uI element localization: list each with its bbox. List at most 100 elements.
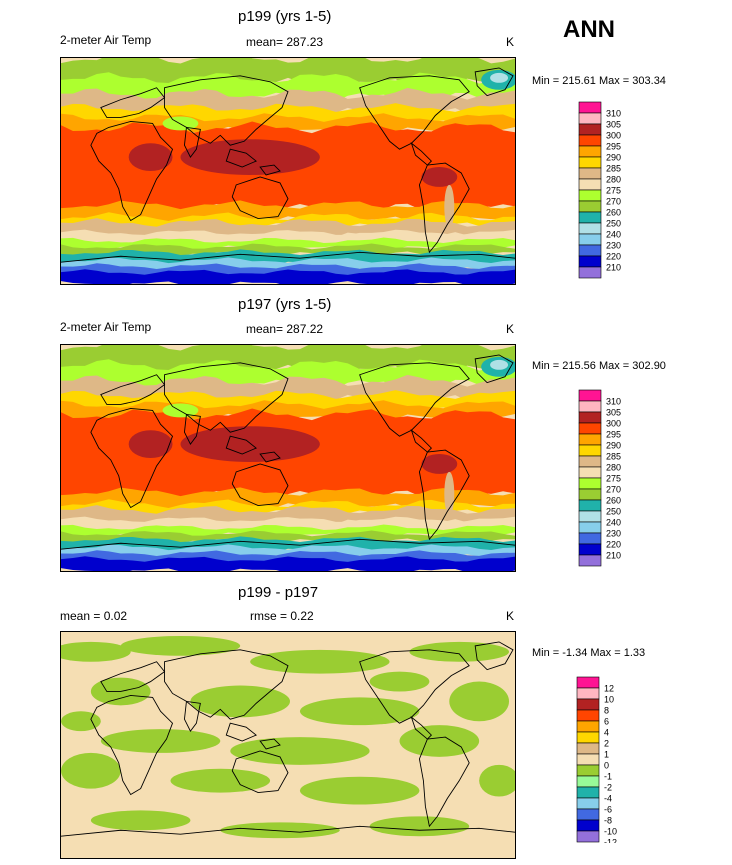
panel3-colorbar-swatch (576, 753, 600, 766)
panel1-colorbar-swatch (578, 134, 602, 147)
panel3-colorbar-swatch (576, 786, 600, 799)
panel1-colorbar: 310 305 300 295 290 285 280 275 270 260 250 240 230 2… (578, 101, 638, 279)
panel3-field-patch-neg1 (449, 681, 510, 722)
panel2-colorbar-swatch (578, 532, 602, 545)
panel2-colorbar-swatch (578, 455, 602, 468)
coastline (90, 694, 174, 796)
panel2-colorbar-label: 310 (606, 397, 621, 407)
panel2-colorbar-swatch (578, 422, 602, 435)
panel1-colorbar-label: 280 (606, 175, 621, 185)
panel3-field-patch-neg1 (299, 776, 420, 805)
panel1-colorbar-swatch (578, 222, 602, 235)
panel3-colorbar-label: -12 (604, 838, 617, 844)
coastline (359, 649, 470, 724)
panel2-colorbar-swatch (578, 521, 602, 534)
panel3-field-patch-neg1 (399, 725, 480, 757)
coastline (183, 126, 201, 158)
panel1-colorbar-label: 305 (606, 120, 621, 130)
panel3-field-patch-neg1 (250, 649, 390, 674)
panel1-colorbar-swatch (578, 266, 602, 279)
panel3-field-patch-neg1 (369, 816, 470, 837)
panel1-colorbar-label: 290 (606, 153, 621, 163)
panel2-field-greenland-core (490, 359, 509, 370)
panel2-colorbar-swatch (578, 433, 602, 446)
panel1-colorbar-swatch (578, 200, 602, 213)
panel1-colorbar-label: 310 (606, 109, 621, 119)
panel2-field-tibet (162, 403, 199, 418)
coastline (225, 722, 258, 742)
panel3-colorbar-swatch (576, 687, 600, 700)
panel2-colorbar-swatch (578, 477, 602, 490)
coastline (231, 176, 289, 220)
panel2-colorbar-swatch (578, 389, 602, 402)
panel1-colorbar-swatch (578, 244, 602, 257)
coastline (474, 67, 514, 97)
panel3-field-patch-neg1 (230, 737, 370, 765)
panel1-field-warm-africa (128, 143, 173, 171)
panel3-field-patch-neg1 (190, 685, 290, 718)
panel1-colorbar-label: 300 (606, 131, 621, 141)
panel1-units: K (506, 35, 515, 49)
coastline (410, 715, 433, 740)
panel1-colorbar-label: 260 (606, 208, 621, 218)
coastline (231, 463, 289, 507)
panel2-title: p197 (yrs 1-5) (238, 296, 332, 313)
coastline (359, 75, 470, 150)
coastline (410, 428, 433, 453)
panel3-colorbar-swatch (576, 698, 600, 711)
panel1-field-tibet (162, 116, 199, 131)
panel3-field-patch-neg1 (61, 752, 121, 789)
panel3-colorbar-swatch (576, 797, 600, 810)
panel1-colorbar-label: 210 (606, 263, 621, 273)
panel3-colorbar-label: -2 (604, 783, 612, 793)
coastline (164, 75, 289, 146)
panel2-colorbar-label: 240 (606, 518, 621, 528)
panel3-colorbar-label: 4 (604, 728, 609, 738)
panel3-field-patch-neg1 (120, 635, 241, 656)
panel3-colorbar-swatch (576, 819, 600, 832)
panel2-colorbar-swatch (578, 411, 602, 424)
panel1-field-warm-pool (180, 139, 320, 175)
panel2-colorbar-label: 230 (606, 529, 621, 539)
panel3-colorbar-label: -1 (604, 772, 612, 782)
panel3-field-patch-neg1 (299, 697, 420, 726)
panel1-colorbar-label: 240 (606, 230, 621, 240)
panel3-mean: mean = 0.02 (60, 609, 128, 623)
panel1-colorbar-swatch (578, 123, 602, 136)
panel2-colorbar-label: 220 (606, 540, 621, 550)
panel3-colorbar-label: -6 (604, 805, 612, 815)
panel1-minmax: Min = 215.61 Max = 303.34 (532, 75, 666, 87)
coastline (164, 649, 289, 720)
panel2-colorbar-swatch (578, 554, 602, 567)
panel3-colorbar-swatch (576, 742, 600, 755)
coastline (474, 354, 514, 384)
coastline (418, 162, 470, 254)
panel3-colorbar-swatch (576, 830, 600, 843)
panel2-colorbar-label: 295 (606, 430, 621, 440)
coastline (61, 251, 515, 263)
coastline (164, 362, 289, 433)
season-label: ANN (563, 16, 615, 43)
panel3-field-patch-neg1 (409, 641, 510, 662)
panel2-colorbar-swatch (578, 499, 602, 512)
panel1-colorbar-swatch (578, 189, 602, 202)
panel2-minmax: Min = 215.56 Max = 302.90 (532, 360, 666, 372)
panel3-colorbar-label: 10 (604, 695, 614, 705)
panel1-field-warm-samerica (421, 167, 458, 187)
coastline (100, 661, 166, 692)
panel3-field-patch-neg1 (369, 671, 430, 692)
coastline (225, 435, 258, 455)
panel2-field-warm-africa (128, 430, 173, 458)
panel3-map (60, 631, 516, 859)
panel3-colorbar-label: -8 (604, 816, 612, 826)
panel3-field-patch-neg1 (100, 729, 221, 753)
panel3-colorbar-label: 8 (604, 706, 609, 716)
panel3-field-patch-neg1 (61, 641, 131, 662)
coastline (259, 164, 281, 176)
panel1-colorbar-label: 275 (606, 186, 621, 196)
panel3-colorbar-label: -10 (604, 827, 617, 837)
panel1-colorbar-swatch (578, 167, 602, 180)
panel2-colorbar-swatch (578, 488, 602, 501)
panel1-colorbar-swatch (578, 156, 602, 169)
panel2-mean: mean= 287.22 (246, 322, 324, 336)
